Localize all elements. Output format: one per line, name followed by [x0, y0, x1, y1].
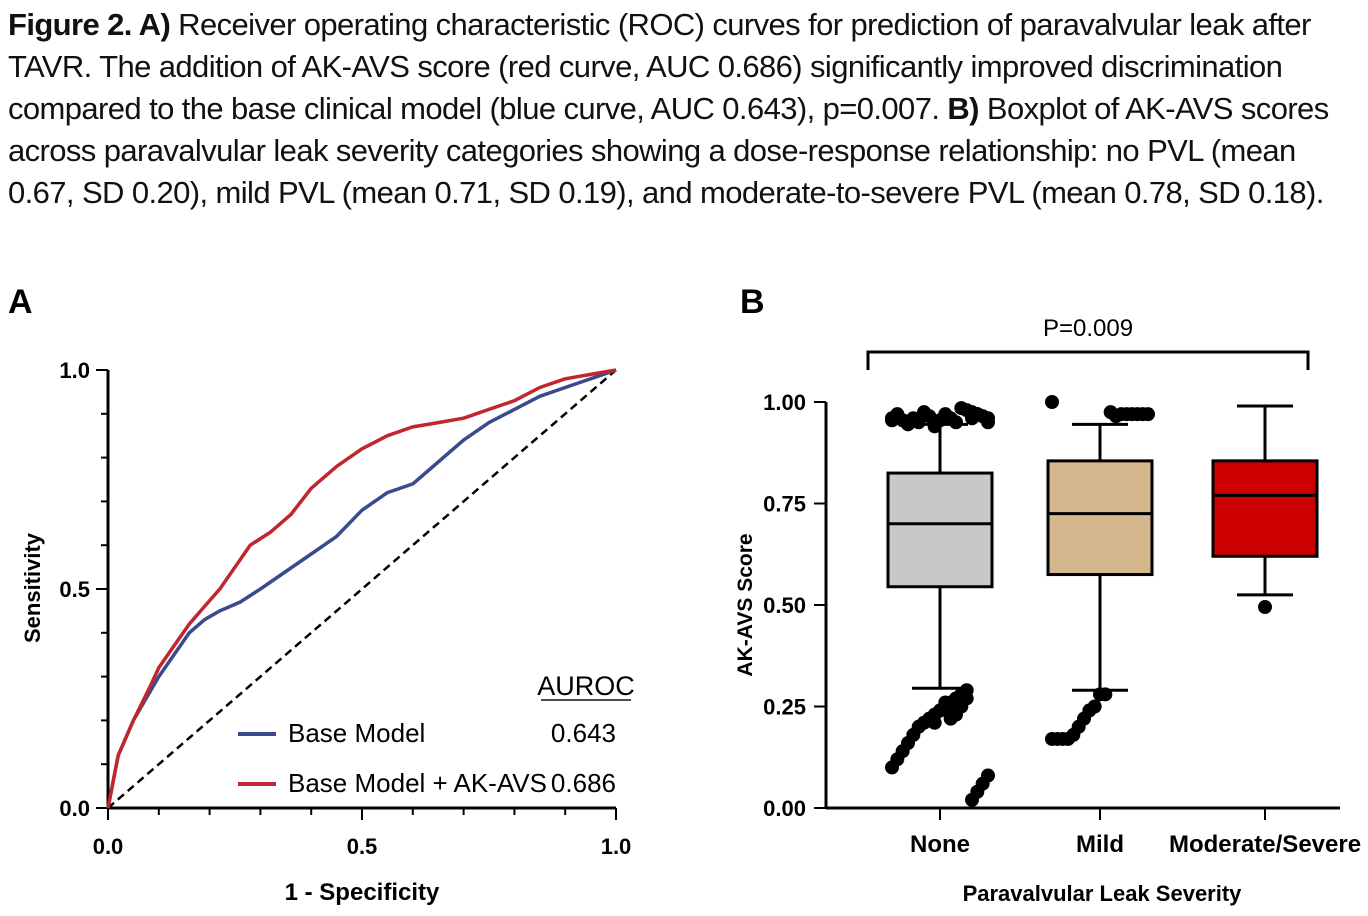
roc-series-line-2	[106, 368, 617, 809]
outlier-point	[927, 715, 942, 730]
box-moderate-severe	[1211, 459, 1319, 558]
boxplot-boxes	[885, 395, 1319, 807]
boxplot-y-tick-label: 0.00	[763, 796, 806, 821]
legend-series-name: Base Model	[288, 718, 425, 748]
roc-y-tick-label: 1.0	[59, 358, 90, 383]
boxplot-panel: B 0.00 0.25 0.50 0.75 1.00 None Mild Moderate/S…	[734, 283, 1361, 906]
outlier-point	[1045, 731, 1059, 746]
legend-series-name: Base Model + AK-AVS	[288, 768, 547, 798]
roc-lines	[106, 368, 617, 809]
roc-axes: 0.0 0.5 1.0 0.0 0.5 1.0	[59, 358, 631, 859]
boxplot-y-tick-label: 0.50	[763, 593, 806, 618]
boxplot-category-label: Moderate/Severe	[1169, 831, 1361, 858]
legend-auroc-value: 0.686	[551, 768, 616, 798]
boxplot-x-axis-label: Paravalvular Leak Severity	[963, 881, 1243, 906]
roc-x-tick-label: 0.5	[347, 834, 378, 859]
boxplot-axes: 0.00 0.25 0.50 0.75 1.00 None Mild Moderate/Sev…	[763, 390, 1361, 858]
roc-x-tick-label: 1.0	[601, 834, 632, 859]
roc-reference-line	[107, 369, 617, 809]
outlier-point	[954, 401, 969, 416]
outlier-point	[965, 411, 979, 426]
legend-header: AUROC	[537, 671, 635, 701]
outlier-point	[1045, 395, 1059, 409]
outlier-point	[885, 411, 899, 426]
caption-label-a: Figure 2. A)	[8, 7, 171, 42]
caption-label-b: B)	[947, 91, 979, 126]
significance-bracket	[866, 350, 1310, 370]
boxplot-y-axis-label: AK-AVS Score	[734, 533, 757, 676]
roc-panel: A 0.0 0.5 1.0 0.0 0.5 1.0 AUROC Base Model 0.64…	[8, 283, 635, 906]
roc-y-tick-label: 0.5	[59, 577, 90, 602]
boxplot-category-label: Mild	[1076, 831, 1124, 858]
boxplot-category-label: None	[910, 831, 970, 858]
boxplot-annotation: P=0.009	[866, 315, 1310, 370]
box-none	[886, 471, 994, 589]
roc-y-tick-label: 0.0	[59, 796, 90, 821]
outlier-point	[1093, 687, 1107, 702]
panel-label-a: A	[8, 283, 33, 321]
box-mild	[1046, 459, 1154, 577]
outlier-point	[1258, 600, 1272, 615]
boxplot-y-tick-label: 0.75	[763, 492, 806, 517]
roc-x-axis-label: 1 - Specificity	[285, 879, 440, 906]
panel-label-b: B	[740, 283, 765, 321]
caption-text-b: Boxplot of AK-AVS scores across paravalv…	[8, 91, 1329, 210]
boxplot-y-tick-label: 1.00	[763, 390, 806, 415]
legend-auroc-value: 0.643	[551, 718, 616, 748]
outlier-point	[885, 760, 899, 775]
roc-series-line-1	[106, 368, 617, 809]
boxplot-y-tick-label: 0.25	[763, 695, 806, 720]
outlier-point	[943, 711, 958, 726]
outlier-point	[933, 703, 947, 718]
caption-text-a: Receiver operating characteristic (ROC) …	[8, 7, 1311, 126]
roc-y-axis-label: Sensitivity	[20, 532, 45, 643]
roc-x-tick-label: 0.0	[93, 834, 124, 859]
figure-caption: Figure 2. A) Receiver operating characte…	[8, 4, 1358, 214]
outlier-point	[1103, 405, 1118, 420]
outlier-point	[965, 792, 979, 807]
p-value-label: P=0.009	[1043, 315, 1133, 342]
